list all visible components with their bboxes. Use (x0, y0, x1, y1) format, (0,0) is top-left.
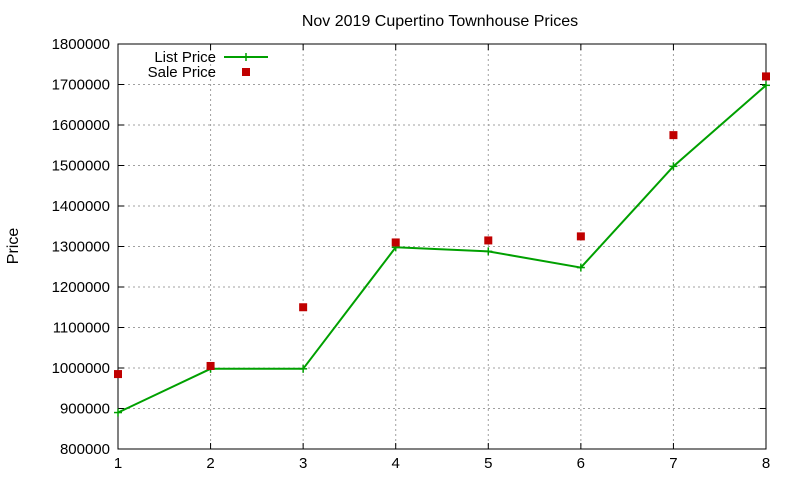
sale-price-point (576, 232, 585, 241)
grid-lines (118, 44, 766, 449)
list-price-point (114, 408, 122, 417)
y-tick-label: 900000 (60, 401, 110, 418)
sale-price-point (669, 131, 678, 140)
legend-swatch-square (242, 68, 250, 76)
y-tick-label: 1700000 (52, 77, 110, 94)
sale-price-point (391, 238, 400, 247)
sale-price-point (114, 370, 122, 379)
x-tick-label: 7 (669, 455, 677, 472)
x-tick-label: 6 (577, 455, 585, 472)
legend-label-list-price: List Price (154, 49, 216, 66)
list-price-point (762, 81, 770, 90)
y-tick-label: 1500000 (52, 158, 110, 175)
data-series (114, 72, 770, 417)
x-tick-label: 3 (299, 455, 307, 472)
x-tick-label: 2 (206, 455, 214, 472)
x-tick-label: 1 (114, 455, 122, 472)
sale-price-point (762, 72, 770, 81)
y-tick-label: 1600000 (52, 117, 110, 134)
axis-ticks: 800000 900000 1000000 1100000 1200000 1300000… (52, 36, 771, 472)
y-tick-label: 1000000 (52, 360, 110, 377)
list-price-point (669, 162, 678, 171)
chart-title: Nov 2019 Cupertino Townhouse Prices (302, 13, 578, 30)
y-tick-label: 1100000 (53, 320, 110, 337)
y-tick-label: 1800000 (52, 36, 110, 53)
list-price-point (299, 364, 308, 373)
y-axis-label: Price (5, 228, 22, 265)
y-tick-label: 1300000 (52, 239, 110, 256)
legend-label-sale-price: Sale Price (148, 64, 216, 81)
list-price-line (117, 84, 767, 414)
list-price-point (576, 263, 585, 272)
sale-price-point (299, 303, 308, 312)
y-tick-label: 1400000 (52, 198, 110, 215)
x-tick-label: 4 (392, 455, 400, 472)
y-tick-label: 1200000 (52, 279, 110, 296)
sale-price-point (484, 236, 493, 245)
y-tick-label: 800000 (60, 441, 110, 458)
sale-price-point (206, 361, 215, 370)
x-tick-label: 5 (484, 455, 492, 472)
list-price-point (484, 247, 493, 256)
x-tick-label: 8 (762, 455, 770, 472)
